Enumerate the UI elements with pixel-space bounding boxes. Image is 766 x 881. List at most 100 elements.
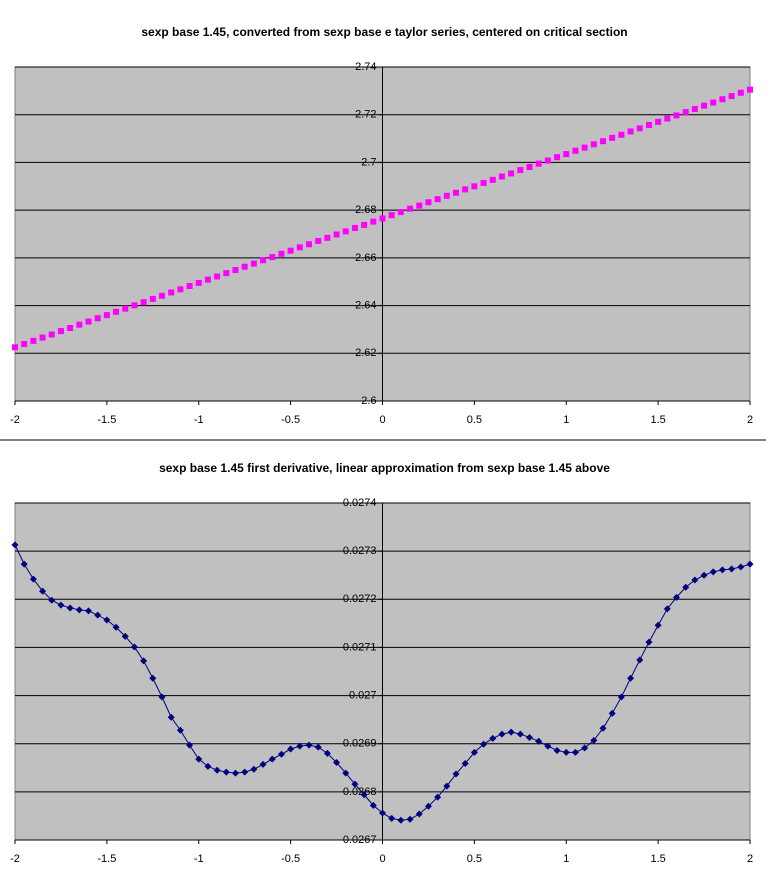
data-point (516, 730, 524, 738)
data-point (701, 102, 708, 109)
data-point (682, 583, 690, 591)
chart-title: sexp base 1.45 first derivative, linear … (159, 461, 610, 475)
data-point (57, 601, 65, 609)
data-point (562, 748, 570, 756)
data-point (158, 693, 166, 701)
data-point (177, 286, 184, 293)
data-point (554, 154, 561, 161)
data-point (581, 744, 589, 752)
data-point (737, 89, 744, 96)
data-point (746, 560, 754, 568)
data-point (75, 606, 83, 614)
data-point (232, 267, 239, 274)
x-tick-label: 2 (747, 414, 753, 426)
x-tick-label: 1.5 (650, 853, 665, 865)
data-point (498, 730, 506, 738)
data-point (121, 632, 129, 640)
data-point (581, 144, 588, 151)
data-point (94, 611, 102, 619)
y-tick-label: 2.68 (355, 204, 376, 216)
data-point (747, 86, 753, 93)
data-point (122, 305, 129, 312)
data-point (535, 737, 543, 745)
data-point (176, 726, 184, 734)
data-point (12, 344, 18, 351)
data-point (167, 713, 175, 721)
data-point (673, 593, 680, 601)
y-tick-label: 2.74 (355, 61, 376, 73)
data-point (140, 299, 147, 306)
x-tick-label: -1.5 (97, 853, 116, 865)
data-point (94, 315, 101, 322)
data-point (664, 115, 671, 122)
data-point (571, 748, 579, 756)
data-point (471, 183, 478, 190)
data-point (655, 118, 662, 125)
data-point (535, 160, 542, 167)
data-point (149, 674, 157, 682)
data-point (140, 657, 148, 665)
data-point (673, 112, 680, 119)
data-point (268, 755, 276, 763)
data-point (76, 321, 83, 328)
data-point (39, 587, 47, 595)
y-tick-label: 0.0267 (343, 834, 377, 846)
data-point (563, 151, 570, 158)
data-point (360, 791, 368, 799)
data-point (250, 765, 258, 773)
data-point (728, 93, 735, 100)
data-point (30, 337, 37, 344)
data-point (636, 125, 643, 132)
data-point (186, 741, 194, 749)
data-point (296, 742, 304, 750)
data-point (407, 205, 414, 212)
data-point (379, 215, 386, 222)
data-point (618, 131, 625, 138)
data-point (333, 231, 340, 238)
y-tick-label: 2.72 (355, 109, 376, 121)
data-point (57, 328, 64, 335)
data-point (223, 270, 230, 277)
x-tick-label: 1 (563, 414, 569, 426)
data-point (452, 770, 460, 778)
data-point (287, 745, 295, 753)
data-point (48, 596, 56, 604)
data-point (415, 810, 423, 818)
data-point (691, 105, 698, 112)
data-point (590, 736, 598, 744)
data-point (526, 163, 533, 170)
data-point (453, 189, 459, 196)
y-tick-label: 0.0273 (343, 545, 377, 557)
data-point (369, 801, 377, 809)
data-point (168, 289, 175, 296)
data-point (305, 741, 313, 749)
data-point (112, 623, 120, 631)
data-point (397, 209, 404, 216)
data-point (728, 565, 736, 573)
data-point (406, 815, 414, 823)
data-point (241, 768, 249, 776)
data-point (388, 212, 395, 219)
data-point (323, 749, 331, 757)
data-point (508, 170, 515, 177)
x-tick-label: -1 (194, 414, 204, 426)
data-point (186, 283, 193, 290)
data-point (480, 740, 488, 748)
data-point (416, 202, 423, 209)
data-point (654, 621, 662, 629)
data-point (719, 96, 726, 103)
data-point (544, 157, 551, 164)
data-point (370, 218, 377, 225)
data-point (342, 228, 349, 235)
data-point (710, 99, 717, 106)
data-point (691, 576, 699, 584)
x-tick-label: 0.5 (467, 414, 482, 426)
x-tick-label: 1 (563, 853, 569, 865)
data-point (66, 604, 74, 612)
data-point (39, 334, 46, 341)
x-tick-label: 0 (379, 414, 385, 426)
data-point (572, 147, 579, 154)
x-tick-label: -0.5 (281, 414, 300, 426)
data-point (617, 693, 625, 701)
data-point (388, 814, 396, 822)
